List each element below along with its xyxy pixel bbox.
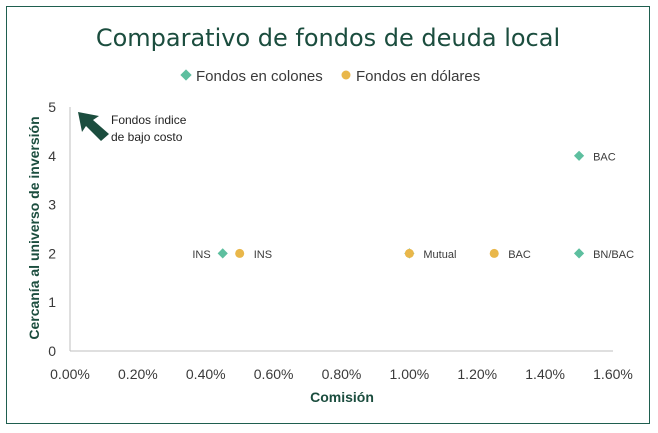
y-tick-label: 5: [48, 99, 56, 115]
y-tick-label: 4: [48, 148, 56, 164]
legend-label-colones: Fondos en colones: [196, 68, 323, 85]
x-tick-label: 0.40%: [186, 366, 226, 382]
annotation-line-1: Fondos índice: [111, 113, 187, 127]
data-label: INS: [254, 249, 272, 261]
chart-title: Comparativo de fondos de deuda local: [96, 24, 560, 52]
axes: 0.00% 0.20% 0.40% 0.60% 0.80% 1.00% 1.20% 1.40%…: [48, 99, 633, 382]
legend-marker-colones: [180, 69, 192, 81]
point-dolares: [489, 248, 499, 258]
data-points: INS BAC BN/BAC INS Mutual BAC: [192, 150, 634, 261]
x-tick-label: 0.60%: [254, 366, 294, 382]
point-colones: [573, 248, 585, 259]
x-tick-label: 0.80%: [322, 366, 362, 382]
data-label: BAC: [593, 151, 616, 163]
y-axis-title: Cercanía al universo de inversión: [26, 116, 42, 339]
data-label: BN/BAC: [593, 249, 634, 261]
y-tick-label: 2: [48, 245, 56, 261]
point-colones: [573, 150, 585, 161]
y-tick-label: 0: [48, 343, 56, 359]
legend-marker-dolares: [341, 70, 351, 80]
x-tick-label: 1.40%: [525, 366, 565, 382]
legend: Fondos en colones Fondos en dólares: [180, 68, 480, 85]
x-tick-label: 1.60%: [593, 366, 633, 382]
legend-item-dolares: Fondos en dólares: [341, 68, 480, 85]
x-tick-label: 1.00%: [390, 366, 430, 382]
chart-frame: [6, 6, 650, 424]
x-tick-label: 0.20%: [118, 366, 158, 382]
x-tick-label: 1.20%: [457, 366, 497, 382]
x-axis-title: Comisión: [310, 389, 374, 405]
point-dolares: [235, 248, 245, 258]
data-label: BAC: [508, 249, 531, 261]
y-tick-label: 1: [48, 294, 56, 310]
legend-item-colones: Fondos en colones: [180, 68, 323, 85]
data-label: INS: [192, 249, 210, 261]
annotation-low-cost: Fondos índice de bajo costo: [78, 112, 187, 144]
point-dolares: [404, 248, 414, 258]
y-tick-label: 3: [48, 197, 56, 213]
annotation-line-2: de bajo costo: [111, 130, 183, 144]
point-colones: [217, 248, 228, 259]
arrow-icon: [78, 112, 109, 141]
legend-label-dolares: Fondos en dólares: [356, 68, 480, 85]
data-label: Mutual: [423, 249, 456, 261]
x-tick-label: 0.00%: [50, 366, 90, 382]
